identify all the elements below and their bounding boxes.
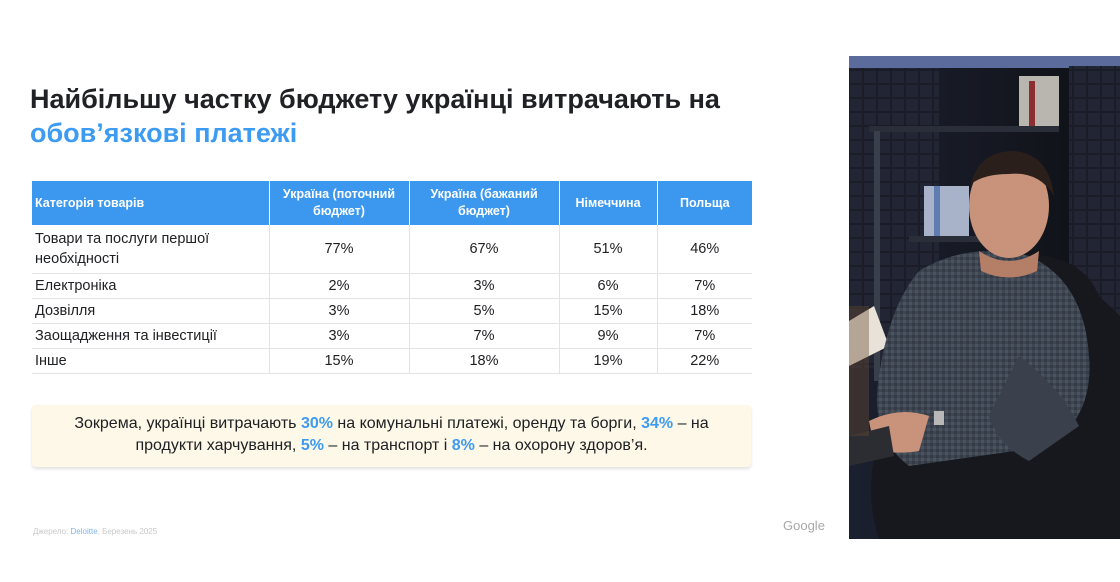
note-value-utilities: 30% <box>300 415 333 432</box>
cell-poland: 22% <box>657 348 752 374</box>
cell-poland: 7% <box>657 323 752 349</box>
slide-title-main: Найбільшу частку бюджету українці витрач… <box>30 84 720 114</box>
row-category: Заощадження та інвестиції <box>32 323 270 349</box>
table-row: Інше 15% 18% 19% 22% <box>32 348 752 374</box>
cell-ukraine-current: 3% <box>269 323 410 349</box>
cell-ukraine-desired: 67% <box>409 225 560 274</box>
cell-poland: 7% <box>657 273 752 299</box>
google-logo: Google <box>783 518 825 533</box>
note-value-health: 8% <box>451 437 475 454</box>
cell-ukraine-current: 3% <box>269 298 410 324</box>
note-text: Зокрема, українці витрачають <box>74 415 301 432</box>
table-header-row: Категорія товарів Україна (поточний бюдж… <box>32 181 752 225</box>
note-text: – на охорону здоров’я. <box>474 437 648 454</box>
cell-poland: 46% <box>657 225 752 274</box>
cell-germany: 6% <box>559 273 658 299</box>
header-ukraine-desired: Україна (бажаний бюджет) <box>409 181 560 225</box>
cell-germany: 15% <box>559 298 658 324</box>
note-text: на комунальні платежі, оренду та борги, <box>332 415 642 432</box>
table-row: Електроніка 2% 3% 6% 7% <box>32 273 752 299</box>
header-ukraine-current: Україна (поточний бюджет) <box>269 181 410 225</box>
cell-ukraine-desired: 18% <box>409 348 560 374</box>
row-category: Електроніка <box>32 273 270 299</box>
cell-ukraine-desired: 5% <box>409 298 560 324</box>
header-germany: Німеччина <box>559 181 658 225</box>
cell-ukraine-current: 15% <box>269 348 410 374</box>
row-category: Дозвілля <box>32 298 270 324</box>
table-row: Заощадження та інвестиції 3% 7% 9% 7% <box>32 323 752 349</box>
cell-ukraine-desired: 7% <box>409 323 560 349</box>
cell-germany: 19% <box>559 348 658 374</box>
table-row: Товари та послуги першої необхідності 77… <box>32 225 752 274</box>
source-brand: Deloitte <box>70 527 98 536</box>
cell-germany: 9% <box>559 323 658 349</box>
row-category: Товари та послуги першої необхідності <box>32 225 270 274</box>
note-text: – на транспорт і <box>323 437 452 454</box>
cell-poland: 18% <box>657 298 752 324</box>
note-value-transport: 5% <box>300 437 324 454</box>
header-poland: Польща <box>657 181 752 225</box>
header-category: Категорія товарів <box>32 181 270 225</box>
note-text: – на продукти харчування, <box>135 415 709 454</box>
highlight-note: Зокрема, українці витрачають 30% на кому… <box>32 405 751 467</box>
row-category: Інше <box>32 348 270 374</box>
note-value-food: 34% <box>641 415 674 432</box>
table-row: Дозвілля 3% 5% 15% 18% <box>32 298 752 324</box>
cell-germany: 51% <box>559 225 658 274</box>
presenter-video-icon <box>849 56 1120 539</box>
cell-ukraine-current: 77% <box>269 225 410 274</box>
cell-ukraine-current: 2% <box>269 273 410 299</box>
cell-ukraine-desired: 3% <box>409 273 560 299</box>
source-citation: Джерело: Deloitte, Березень 2025 <box>33 527 158 536</box>
slide-title: Найбільшу частку бюджету українці витрач… <box>30 82 830 150</box>
slide-title-accent: обов’язкові платежі <box>30 118 298 148</box>
budget-table: Категорія товарів Україна (поточний бюдж… <box>32 181 752 374</box>
presenter-video <box>849 56 1120 539</box>
